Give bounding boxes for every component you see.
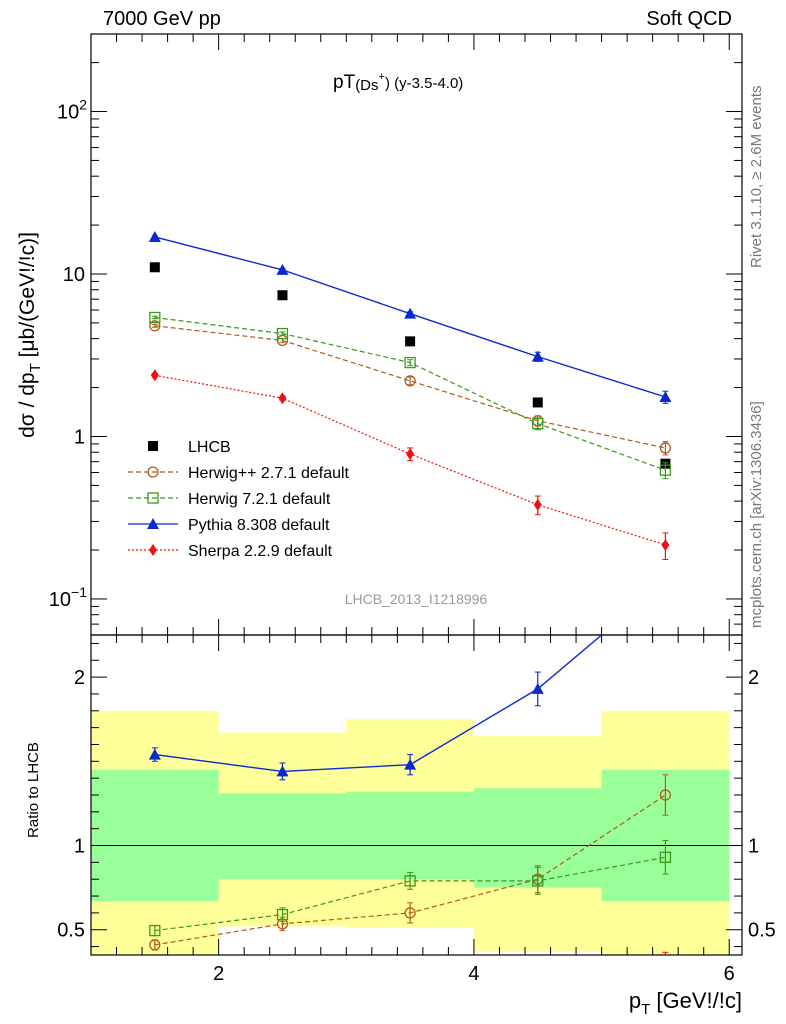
data-point [404,907,416,919]
data-point [151,972,159,984]
series-ratio-3 [151,951,669,986]
green-band-0 [91,769,219,902]
legend-item-4: Sherpa 2.2.9 default [128,543,333,560]
header-left: 7000 GeV pp [103,8,221,30]
x-tick-label: 2 [213,963,224,985]
data-point [148,230,161,242]
legend-label: LHCB [188,439,231,456]
series-ratio-2 [148,575,671,781]
data-point [665,954,666,955]
analysis-watermark: LHCB_2013_I1218996 [345,591,488,607]
data-point [149,262,160,273]
data-point [659,390,672,402]
data-point [404,375,416,387]
legend-item-1: Herwig++ 2.7.1 default [128,465,350,482]
data-point [532,417,544,430]
main-y-tick-label: 1 [74,426,85,448]
series-main-1 [149,320,672,456]
legend-marker [149,544,157,556]
data-point [405,336,416,347]
legend-label: Herwig 7.2.1 default [188,491,331,508]
ratio-y-tick-label-right: 1 [748,836,759,858]
ratio-y-axis-label: Ratio to LHCB [25,742,42,838]
main-y-tick-label: 102 [57,97,87,124]
header-right: Soft QCD [646,8,732,30]
data-point [532,397,543,408]
main-y-tick-label: 10−1 [49,584,87,611]
ratio-y-tick-label-right: 2 [748,667,759,689]
main-y-tick-label: 10 [63,264,85,286]
ratio-y-tick-label: 1 [74,836,85,858]
data-point [276,263,289,275]
legend-marker [147,466,159,478]
data-point [149,320,161,332]
legend-item-3: Pythia 8.308 default [128,517,330,534]
green-band-2 [346,791,474,880]
data-point [150,369,159,382]
ratio-y-tick-label-right: 0.5 [748,920,776,942]
data-point [149,939,161,951]
data-point [276,327,289,340]
green-band-1 [218,793,347,880]
ratio-uncertainty-bands [91,710,730,955]
ratio-y-tick-label: 0.5 [57,920,85,942]
data-point [148,748,161,760]
ratio-y-tick-label: 2 [74,667,85,689]
main-y-axis-label: dσ / dpT [μb/(GeV!/!c)] [16,232,44,438]
data-point [661,538,670,551]
series-main-2 [149,311,672,480]
data-point [659,464,672,476]
data-point [278,392,287,405]
data-point [659,851,672,863]
x-tick-label: 6 [724,963,735,985]
x-axis-label: pT [GeV!/!c] [629,988,742,1018]
data-point [531,682,544,694]
series-main-4 [150,369,670,560]
series-line [155,961,666,980]
legend-item-2: Herwig 7.2.1 default [128,491,331,508]
data-point [534,968,542,980]
data-point [277,290,288,301]
data-point [533,498,542,511]
data-point [406,974,414,986]
data-point [278,969,286,981]
data-point [659,789,672,801]
data-point [276,765,289,777]
series-ratio-1 [149,839,672,937]
data-point [406,448,415,461]
legend: LHCB Herwig++ 2.7.1 default Herwig 7.2.1 d… [128,439,350,560]
x-tick-label: 4 [468,963,479,985]
legend-label: Sherpa 2.2.9 default [188,543,333,560]
legend-marker [148,441,158,451]
data-point [404,307,417,319]
data-point [531,350,544,362]
data-point [404,758,417,770]
data-point [149,311,161,324]
data-point [659,442,672,454]
legend-marker [147,518,159,529]
data-point [404,875,416,887]
data-point [659,575,671,586]
legend-label: Pythia 8.308 default [188,517,330,534]
main-title: pT(Ds+) (y-3.5-4.0) [333,71,463,94]
legend-label: Herwig++ 2.7.1 default [188,465,350,482]
series-main-3 [148,230,672,404]
data-point [404,356,416,369]
legend-item-0: LHCB [148,439,231,456]
legend-marker [147,492,159,504]
data-point [149,924,161,937]
data-point [532,875,544,887]
data-point [276,908,289,921]
